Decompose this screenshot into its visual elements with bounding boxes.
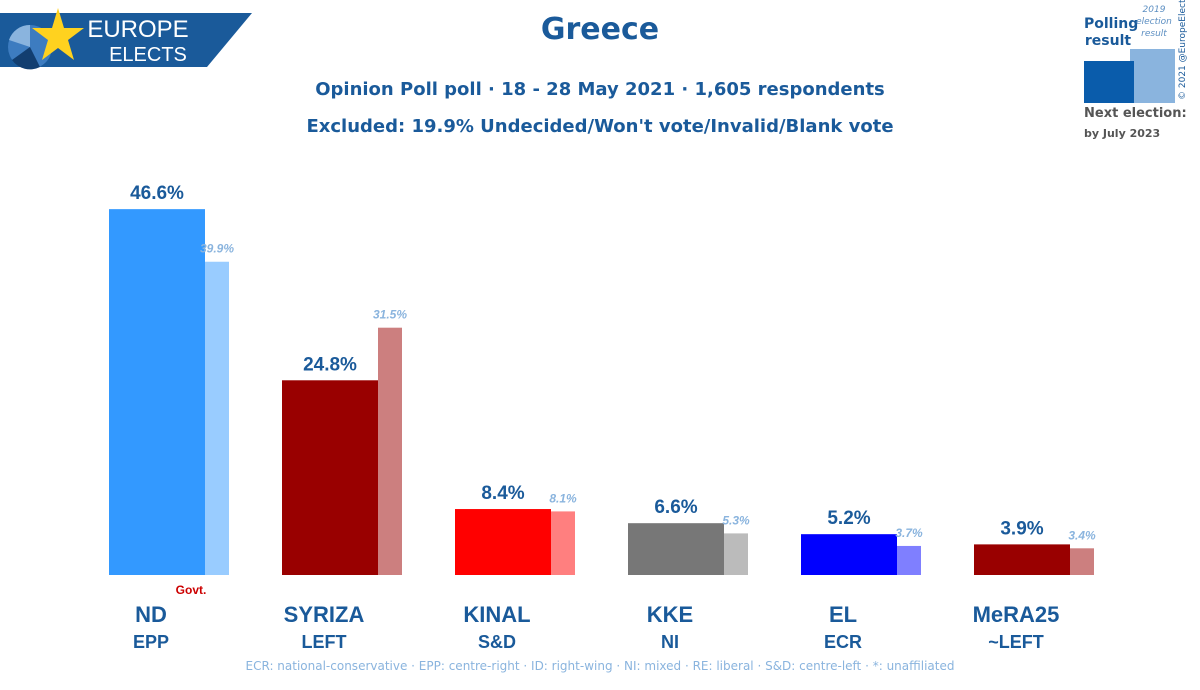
europe-elects-logo: EUROPE ELECTS <box>0 0 260 70</box>
group-label-syriza: LEFT <box>302 632 347 652</box>
group-label-el: ECR <box>824 632 862 652</box>
bar-election-nd <box>205 261 229 575</box>
bar-poll-mera25 <box>974 544 1070 575</box>
bar-election-mera25 <box>1070 548 1094 575</box>
data-label-poll-nd: 46.6% <box>130 183 184 204</box>
logo-line1: EUROPE <box>87 16 188 43</box>
group-definitions: ECR: national-conservative · EPP: centre… <box>245 659 955 673</box>
data-label-election-kke: 5.3% <box>722 513 750 527</box>
group-label-kke: NI <box>661 632 679 652</box>
legend-polling-swatch <box>1084 61 1134 103</box>
data-label-election-kinal: 8.1% <box>549 491 577 505</box>
legend-polling-label: Polling result <box>1084 16 1139 49</box>
category-label-nd: ND <box>135 602 167 627</box>
group-label-kinal: S&D <box>478 632 516 652</box>
data-label-poll-kke: 6.6% <box>654 497 697 518</box>
logo-line2: ELECTS <box>109 44 187 66</box>
category-label-syriza: SYRIZA <box>284 602 365 627</box>
next-election-date: by July 2023 <box>1084 127 1161 140</box>
data-label-poll-kinal: 8.4% <box>481 483 524 504</box>
data-label-poll-syriza: 24.8% <box>303 354 357 375</box>
next-election: Next election: by July 2023 <box>1084 104 1187 144</box>
group-label-nd: EPP <box>133 632 169 652</box>
data-label-poll-mera25: 3.9% <box>1000 518 1043 539</box>
bar-poll-kke <box>628 523 724 575</box>
legend-election-swatch <box>1130 49 1175 103</box>
chart-title: Greece <box>540 12 660 47</box>
data-label-election-syriza: 31.5% <box>373 308 407 322</box>
legend-election-label: 2019 election result <box>1136 5 1172 39</box>
bar-poll-el <box>801 534 897 575</box>
bar-poll-syriza <box>282 380 378 575</box>
data-label-election-el: 3.7% <box>895 526 923 540</box>
legend: Polling result 2019 election result <box>1080 4 1180 103</box>
data-label-poll-el: 5.2% <box>827 508 870 529</box>
bar-poll-nd <box>109 209 205 575</box>
govt-annotation: Govt. <box>176 583 207 597</box>
bar-election-kinal <box>551 511 575 575</box>
category-label-mera25: MeRA25 <box>973 602 1060 627</box>
next-election-label: Next election: <box>1084 106 1187 121</box>
data-label-election-nd: 39.9% <box>200 242 234 256</box>
category-label-kinal: KINAL <box>463 602 530 627</box>
category-label-el: EL <box>829 602 857 627</box>
category-label-kke: KKE <box>647 602 693 627</box>
poll-details: Opinion Poll poll · 18 - 28 May 2021 · 1… <box>315 79 885 100</box>
bar-election-syriza <box>378 327 402 575</box>
excluded-note: Excluded: 19.9% Undecided/Won't vote/Inv… <box>306 116 894 137</box>
group-label-mera25: ~LEFT <box>988 632 1044 652</box>
data-label-election-mera25: 3.4% <box>1068 528 1096 542</box>
bar-election-kke <box>724 533 748 575</box>
bar-poll-kinal <box>455 509 551 575</box>
bar-election-el <box>897 545 921 575</box>
